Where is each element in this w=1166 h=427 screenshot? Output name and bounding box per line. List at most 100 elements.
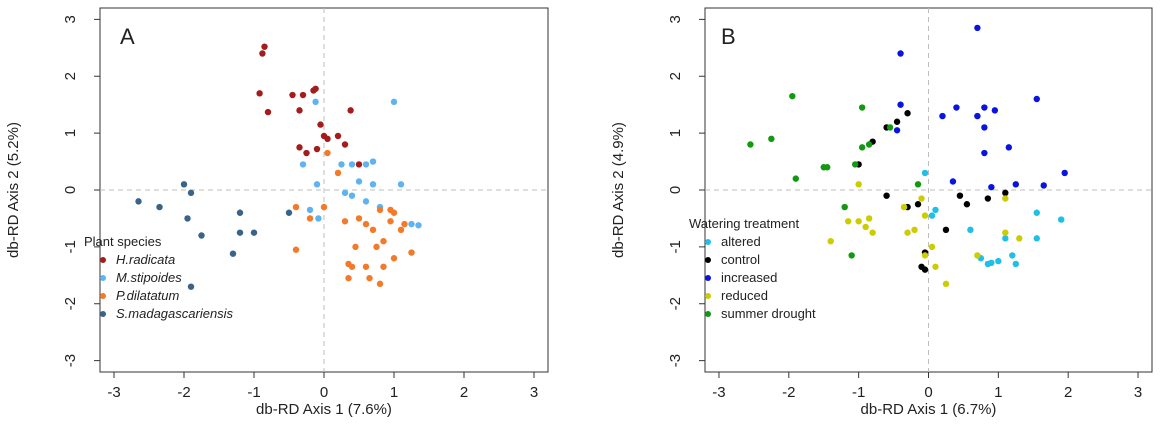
x-tick-label: -2 [782,384,795,401]
y-tick-label: 1 [667,129,684,137]
legend-title: Plant species [84,234,162,249]
data-point [1009,252,1016,259]
x-tick-label: -1 [852,384,865,401]
legend-entry-label: increased [721,270,777,285]
data-point [848,252,855,259]
legend-marker [705,293,711,299]
data-point [967,226,974,234]
data-point [352,243,359,251]
data-point [974,252,981,259]
data-point [1002,229,1009,236]
data-point [229,250,237,257]
x-tick-label: -3 [107,384,120,401]
data-point [862,223,869,231]
data-point [256,90,263,97]
data-point [886,124,894,131]
x-tick-label: 0 [320,384,328,401]
data-point [347,107,354,114]
panel-label: B [721,24,736,49]
data-point [390,255,398,262]
data-point [1033,209,1040,216]
legend-entry-label: altered [721,234,761,249]
data-point [981,149,988,157]
data-point [1002,235,1009,242]
data-point [415,222,422,229]
data-point [236,209,244,216]
data-point [184,215,191,222]
data-point [855,181,862,188]
legend: Watering treatment altered control increase… [689,216,816,321]
x-axis-title: db-RD Axis 1 (6.7%) [861,401,997,418]
data-point [355,178,363,185]
series-p-dilatatum [292,149,415,288]
legend-entry-label: summer drought [721,306,816,321]
data-point [198,232,205,239]
data-point [869,229,876,236]
data-point [914,181,922,188]
data-point [897,50,904,57]
data-point [187,283,195,290]
data-point [953,104,960,111]
legend-marker [705,239,711,245]
y-tick-label: 3 [62,15,79,23]
data-point [362,161,370,168]
data-point [156,203,163,211]
data-point [303,149,310,157]
panel-a: -3 -2 -1 0 1 2 3 -3 -2 -1 0 1 2 3 db-RD Axis 1 (7.6%) d… [5,7,549,418]
data-point [348,263,356,270]
data-point [348,161,356,168]
data-point [789,92,796,100]
data-point [338,161,345,168]
data-point [296,144,303,151]
y-tick-label: 0 [62,186,79,194]
data-point [312,98,319,106]
data-point [397,226,405,234]
data-point [747,141,754,148]
data-point [187,189,195,197]
data-point [921,169,929,177]
data-point [939,112,946,120]
y-axis-title: db-RD Axis 2 (5.2%) [5,122,22,258]
legend-entry-label: P.dilatatum [116,288,180,303]
legend-entry-label: S.madagascariensis [116,306,234,321]
data-point [362,263,370,270]
data-point [313,181,321,188]
y-tick-label: -2 [667,297,684,310]
data-point [1016,235,1023,242]
series-h-radicata [256,43,363,168]
data-point [236,229,244,236]
data-point [981,104,988,111]
legend-marker [100,311,106,317]
legend-marker [100,275,106,281]
data-point [135,198,142,205]
legend-marker [100,293,106,299]
x-tick-label: 2 [1064,384,1072,401]
y-tick-label: -2 [62,297,79,310]
data-point [865,141,873,148]
data-point [792,175,799,182]
data-point [341,218,349,225]
data-point [1002,189,1009,197]
data-point [974,112,981,120]
data-point [313,145,321,153]
data-point [1033,235,1040,242]
data-point [1061,169,1068,177]
data-point [320,203,328,211]
data-point [1040,182,1047,189]
data-point [299,91,307,99]
data-point [380,263,387,270]
data-point [362,220,370,228]
data-point [921,252,929,259]
data-point [261,43,268,50]
data-point [1002,195,1009,202]
data-point [883,192,890,199]
data-point [851,161,859,168]
data-point [949,178,957,185]
series-reduced [827,181,1023,288]
series-increased [893,24,1068,191]
data-point [984,195,992,202]
data-point [855,218,862,225]
data-point [250,229,258,236]
data-point [918,195,925,202]
